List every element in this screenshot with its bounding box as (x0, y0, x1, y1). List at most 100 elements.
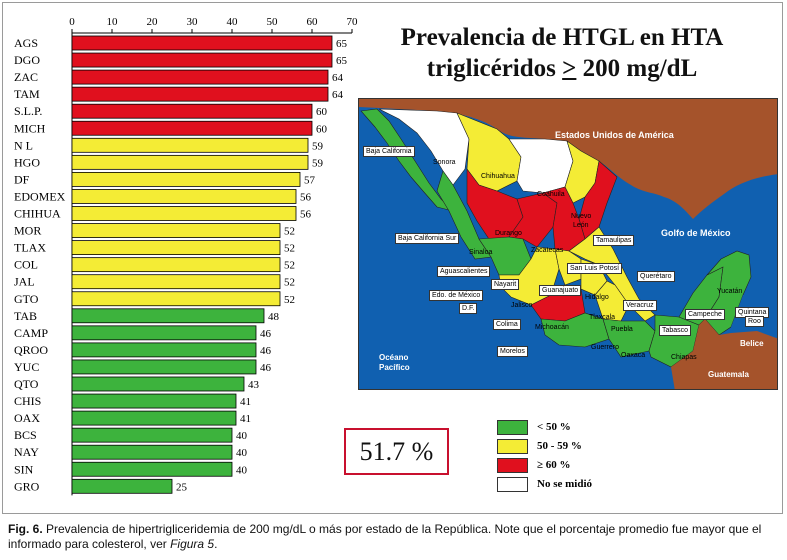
bar-chart: 0 10 20 30 40 50 60 70 AGS 65 DGO 65 ZAC 64 TAM 64 S.L.P… (14, 16, 358, 496)
bar-gro (71, 478, 173, 494)
legend-item-low: < 50 % (497, 420, 697, 436)
map-label-df: D.F. (459, 303, 478, 314)
bar-bcs (71, 427, 233, 443)
value-label: 40 (236, 447, 248, 459)
value-label: 56 (300, 191, 312, 203)
value-label: 52 (284, 260, 295, 272)
category-label: COL (14, 258, 38, 272)
legend-item-none: No se midió (497, 477, 697, 493)
value-label: 60 (316, 123, 328, 135)
category-label: GTO (14, 292, 39, 306)
bar-tab (71, 308, 265, 324)
caption-end: . (214, 537, 218, 551)
x-tick-label: 20 (147, 16, 159, 28)
map-label-veracruz: Veracruz (623, 300, 657, 311)
map-label-jalisco: Jalisco (511, 302, 533, 309)
bar-hgo (71, 154, 309, 170)
value-label: 65 (336, 55, 348, 67)
value-label: 56 (300, 209, 312, 221)
caption-ref: Figura 5 (170, 537, 215, 551)
map-label-morelos: Morelos (497, 346, 528, 357)
map-label-sonora: Sonora (433, 159, 456, 166)
bar-gto (71, 291, 281, 307)
value-label: 60 (316, 106, 328, 118)
value-label: 40 (236, 464, 248, 476)
bar-edomex (71, 189, 297, 204)
map-label-edomex: Edo. de México (429, 290, 484, 301)
map-label-queretaro: Querétaro (637, 271, 675, 282)
map-label-nayarit: Nayarit (491, 279, 520, 290)
bar-qroo (71, 342, 257, 358)
category-label: TAM (14, 87, 40, 101)
map-label-slp: San Luis Potosí (567, 263, 623, 274)
value-label: 52 (284, 294, 295, 306)
map-label-nuevo-leon-2: León (573, 222, 589, 229)
value-label: 52 (284, 243, 295, 255)
figure-frame (2, 2, 783, 514)
value-label: 64 (332, 89, 344, 101)
category-label: GRO (14, 479, 40, 493)
map-label-oceano-1: Océano (379, 353, 409, 362)
map-label-guerrero: Guerrero (591, 344, 620, 351)
bar-camp (71, 325, 257, 341)
map-label-aguascalientes: Aguascalientes (437, 266, 491, 277)
category-label: DGO (14, 53, 40, 67)
legend-swatch-none (497, 477, 528, 492)
bar-zac (71, 69, 329, 85)
map-label-quintana-roo-2: Roo (745, 316, 764, 327)
map-label-coahuila: Coahuila (537, 191, 565, 198)
category-label: QTO (14, 377, 39, 391)
bar-s-l-p- (71, 103, 313, 119)
figure-caption: Fig. 6. Prevalencia de hipertrigliceride… (8, 522, 780, 552)
bar-n-l (71, 137, 309, 153)
caption-fig-number: Fig. 6. (8, 522, 43, 536)
category-label: MICH (14, 121, 46, 135)
category-label: N L (14, 138, 33, 152)
value-label: 46 (260, 362, 272, 374)
legend-label-mid: 50 - 59 % (537, 440, 582, 452)
map-label-baja-california: Baja California (363, 146, 415, 157)
category-label: NAY (14, 445, 39, 459)
bar-jal (71, 274, 281, 290)
map-label-oaxaca: Oaxaca (621, 352, 646, 359)
bar-yuc (71, 359, 257, 375)
value-label: 41 (240, 396, 251, 408)
value-label: 59 (312, 157, 324, 169)
map-label-campeche: Campeche (685, 309, 725, 320)
legend-swatch-mid (497, 439, 528, 454)
legend-swatch-low (497, 420, 528, 435)
value-label: 46 (260, 345, 272, 357)
chart-title: Prevalencia de HTGL en HTA triglicéridos… (382, 22, 742, 84)
title-line-1: Prevalencia de HTGL en HTA (400, 24, 724, 51)
value-label: 59 (312, 140, 324, 152)
category-label: OAX (14, 411, 40, 425)
average-box: 51.7 % (344, 428, 449, 475)
map-chihuahua (456, 112, 522, 192)
map-label-sinaloa: Sinaloa (469, 249, 493, 256)
x-tick-label: 60 (307, 16, 319, 28)
map-label-durango: Durango (495, 230, 522, 237)
map-label-golfo: Golfo de México (661, 228, 731, 238)
map-sinaloa (436, 170, 492, 260)
caption-text: Prevalencia de hipertrigliceridemia de 2… (8, 522, 762, 551)
category-label: TAB (14, 309, 37, 323)
map-label-bcs: Baja California Sur (395, 233, 460, 244)
map-label-hidalgo: Hidalgo (585, 294, 609, 301)
map-label-chiapas: Chiapas (671, 354, 697, 361)
value-label: 41 (240, 413, 251, 425)
value-label: 65 (336, 38, 348, 50)
legend-label-none: No se midió (537, 478, 592, 490)
bar-dgo (71, 52, 333, 68)
map-label-colima: Colima (493, 319, 521, 330)
value-label: 52 (284, 226, 295, 238)
category-label: DF (14, 172, 30, 186)
map-label-michoacan: Michoacán (535, 324, 569, 331)
value-label: 25 (176, 481, 188, 493)
category-label: CHIS (14, 394, 41, 408)
bar-chis (71, 393, 237, 409)
legend-item-high: ≥ 60 % (497, 458, 697, 474)
bar-sin (71, 461, 233, 477)
value-label: 57 (304, 174, 316, 186)
map-label-yucatan: Yucatán (717, 288, 743, 295)
map-label-nuevo-leon-1: Nuevo (571, 213, 592, 220)
